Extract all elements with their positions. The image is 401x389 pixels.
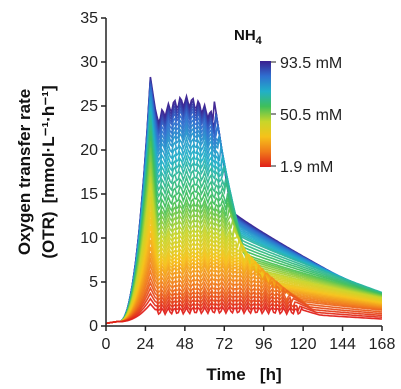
- otr-curve: [106, 218, 382, 325]
- otr-curve: [106, 268, 382, 325]
- otr-curve: [106, 286, 382, 325]
- x-tick-label: 24: [137, 336, 155, 353]
- otr-curve: [106, 297, 382, 325]
- y-axis-label: Oxygen transfer rate: [15, 89, 34, 255]
- legend-mid-label: 50.5 mM: [280, 107, 342, 124]
- otr-curve: [106, 252, 382, 325]
- y-tick-label: 10: [80, 230, 98, 247]
- y-axis-label-line1: Oxygen transfer rate: [15, 89, 34, 255]
- series-curves: [106, 76, 382, 325]
- otr-curve: [106, 262, 382, 325]
- y-tick-label: 0: [89, 318, 98, 335]
- x-tick-label: 72: [215, 336, 233, 353]
- x-tick-label: 168: [369, 336, 396, 353]
- otr-curve: [106, 246, 382, 325]
- y-tick-label: 25: [80, 98, 98, 115]
- otr-curve: [106, 232, 382, 325]
- otr-curve: [106, 275, 382, 325]
- x-tick-label: 48: [176, 336, 194, 353]
- otr-curve: [106, 204, 382, 325]
- otr-curve: [106, 291, 382, 325]
- y-tick-label: 30: [80, 54, 98, 71]
- otr-curve: [106, 255, 382, 325]
- y-axis-label-line2: (OTR) [mmol·L⁻¹·h⁻¹]: [39, 85, 58, 258]
- y-tick-label: 5: [89, 274, 98, 291]
- y-ticks: 0 5 10 15 20 25 30 35: [80, 10, 106, 335]
- legend: NH4 93.5 mM 50.5 mM 1.9 mM: [234, 27, 342, 176]
- legend-min-label: 1.9 mM: [280, 159, 333, 176]
- legend-title: NH4: [234, 27, 263, 47]
- legend-title-subscript: 4: [256, 35, 263, 47]
- y-tick-label: 20: [80, 142, 98, 159]
- otr-curve: [106, 302, 382, 325]
- x-tick-label: 0: [102, 336, 111, 353]
- x-axis-label: Time [h]: [206, 365, 281, 384]
- legend-colorbar: [260, 61, 271, 167]
- y-axis-label-otr: (OTR): [39, 211, 58, 258]
- x-tick-label: 96: [255, 336, 273, 353]
- otr-curve: [106, 239, 382, 325]
- legend-max-label: 93.5 mM: [280, 55, 342, 72]
- y-tick-label: 35: [80, 10, 98, 27]
- x-tick-label: 144: [329, 336, 356, 353]
- x-tick-label: 120: [290, 336, 317, 353]
- otr-curve: [106, 280, 382, 325]
- y-axis-label-2: (OTR) [mmol·L⁻¹·h⁻¹]: [39, 85, 58, 258]
- otr-curve: [106, 225, 382, 325]
- legend-title-main: NH: [234, 27, 256, 44]
- y-tick-label: 15: [80, 186, 98, 203]
- y-axis-label-unit: [mmol·L⁻¹·h⁻¹]: [39, 85, 58, 203]
- x-ticks: 0 24 48 72 96 120 144 168: [102, 326, 396, 353]
